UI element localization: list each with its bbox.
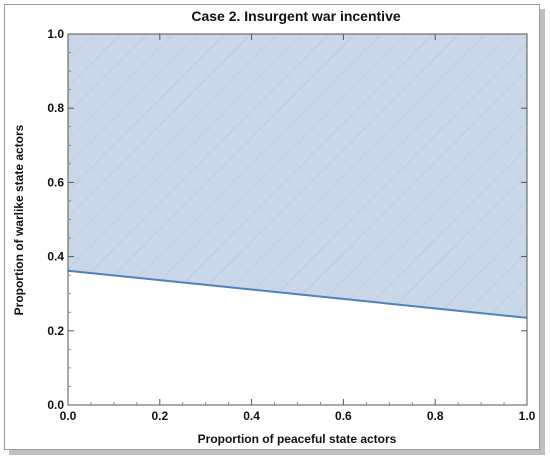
y-tick-label: 1.0 [47,27,64,41]
hatch-line [347,34,527,318]
y-tick-label: 0.4 [47,250,64,264]
x-axis-label: Proportion of peaceful state actors [198,432,397,446]
region-hatching [68,34,550,405]
hatch-line [68,34,148,318]
y-tick-label: 0.8 [47,101,64,115]
hatch-line [530,34,550,405]
hatch-line [68,34,356,318]
hatch-line [68,34,70,318]
hatch-line [68,34,278,318]
frame-shadow-right [540,9,545,455]
hatch-line [217,34,527,318]
boundary-line [67,269,528,319]
hatch-line [113,34,486,318]
y-axis-label: Proportion of warlike state actors [12,124,26,315]
plot-area [67,33,550,406]
hatch-line [68,34,226,318]
x-tick-label: 0.6 [335,409,352,423]
hatch-line [68,34,252,318]
hatch-line [295,34,527,318]
hatch-line [68,34,304,318]
x-tick-label: 1.0 [519,409,536,423]
hatch-line [165,34,527,318]
hatch-line [399,34,527,318]
hatch-line [243,34,527,318]
hatch-line [530,34,550,405]
hatch-line [68,34,382,318]
y-tick-label: 0.0 [47,398,64,412]
hatch-line [321,34,527,318]
hatch-line [68,34,434,318]
y-tick-label: 0.2 [47,324,64,338]
frame-shadow-bottom [9,450,545,455]
hatch-line [269,34,527,318]
hatch-line [373,34,527,318]
x-tick-label: 0.0 [60,409,77,423]
region-above-line [68,34,527,318]
hatch-line [191,34,527,318]
y-tick-label: 0.6 [47,175,64,189]
y-axis-ticks: 0.0 0.2 0.4 0.6 0.8 1.0 [47,27,527,412]
hatch-line [68,34,330,318]
hatch-line [68,34,70,318]
hatch-line [68,34,200,318]
hatch-line [425,34,527,318]
x-axis-ticks: 0.0 0.2 0.4 0.6 0.8 1.0 [60,34,536,423]
hatch-line [68,34,408,318]
x-tick-label: 0.8 [427,409,444,423]
hatch-line [451,34,527,318]
x-tick-label: 0.2 [151,409,168,423]
hatch-line [139,34,512,318]
chart-title: Case 2. Insurgent war incentive [191,8,401,24]
hatch-line [68,34,174,318]
hatch-line [87,34,460,318]
x-tick-label: 0.4 [243,409,260,423]
